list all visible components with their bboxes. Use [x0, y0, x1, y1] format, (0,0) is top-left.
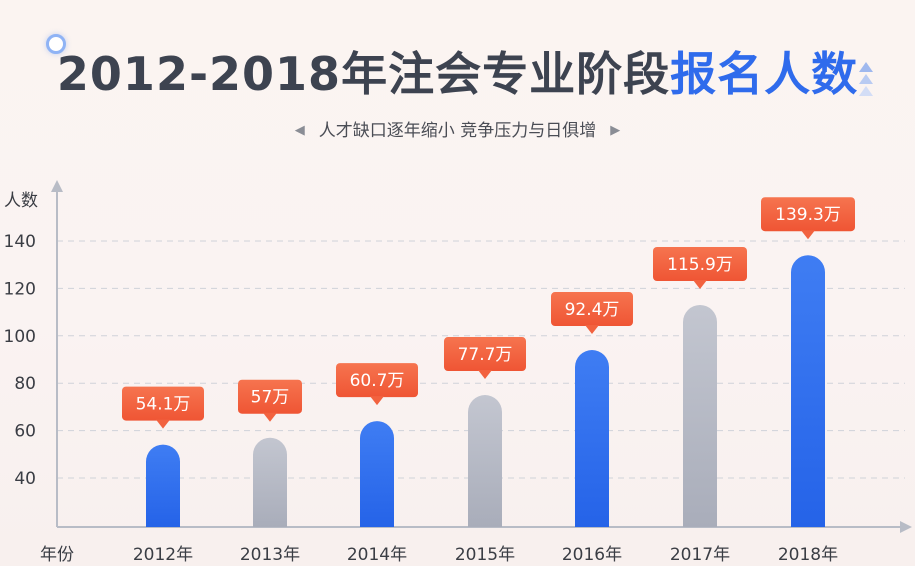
chart-title: 2012-2018年注会专业阶段报名人数 [0, 38, 915, 104]
left-triangle-icon: ◀ [294, 123, 305, 138]
x-tick-label: 2014年 [347, 545, 407, 565]
x-axis-arrow-icon [900, 521, 912, 533]
bar [146, 444, 180, 527]
data-label: 139.3万 [761, 197, 855, 240]
y-tick-label: 80 [14, 374, 36, 394]
data-label-box [336, 363, 418, 398]
data-label-box [238, 379, 302, 414]
bar [253, 437, 287, 527]
data-label-pointer [156, 419, 170, 429]
data-label-box [444, 337, 526, 372]
data-label: 60.7万 [336, 363, 418, 406]
subtitle-text: 人才缺口逐年缩小 竞争压力与日俱增 [318, 121, 597, 141]
up-arrows-icon [859, 62, 873, 96]
y-tick-label: 60 [14, 422, 36, 442]
y-tick-label: 40 [14, 469, 36, 489]
bar [575, 350, 609, 527]
bar [683, 304, 717, 527]
data-label: 57万 [238, 379, 302, 422]
x-tick-label: 2017年 [670, 545, 730, 565]
y-axis-arrow-icon [51, 180, 63, 192]
data-label-pointer [478, 370, 492, 380]
x-tick-label: 2018年 [778, 545, 838, 565]
bar [468, 395, 502, 527]
data-label-pointer [263, 412, 277, 422]
y-tick-label: 120 [4, 279, 36, 299]
x-axis-title: 年份 [40, 545, 74, 565]
y-tick-label: 140 [4, 232, 36, 252]
x-tick-label: 2013年 [240, 545, 300, 565]
x-tick-label: 2012年 [133, 545, 193, 565]
data-label: 54.1万 [122, 386, 204, 429]
decorative-ring-icon [46, 34, 66, 54]
y-axis-title: 人数 [4, 191, 38, 211]
data-label-text: 139.3万 [775, 205, 841, 225]
bar [791, 255, 825, 527]
title-main: 2012-2018年注会专业阶段 [56, 47, 671, 101]
data-label-pointer [801, 230, 815, 240]
data-label-pointer [585, 325, 599, 335]
right-triangle-icon: ▶ [610, 123, 621, 138]
x-tick-label: 2016年 [562, 545, 622, 565]
data-label: 77.7万 [444, 337, 526, 380]
data-label-text: 60.7万 [350, 371, 405, 391]
data-label-text: 115.9万 [667, 255, 733, 275]
data-label-pointer [370, 396, 384, 406]
data-label-box [122, 386, 204, 421]
bar [360, 421, 394, 527]
data-label-text: 57万 [251, 388, 290, 408]
data-label: 92.4万 [551, 292, 633, 335]
data-label-box [761, 197, 855, 232]
data-label-pointer [693, 279, 707, 289]
subtitle: ◀ 人才缺口逐年缩小 竞争压力与日俱增 ▶ [0, 116, 915, 141]
x-tick-label: 2015年 [455, 545, 515, 565]
data-label-box [653, 246, 747, 281]
data-label: 115.9万 [653, 246, 747, 289]
data-label-text: 92.4万 [565, 300, 620, 320]
data-label-text: 54.1万 [136, 395, 191, 415]
title-accent: 报名人数 [670, 47, 859, 101]
data-label-box [551, 292, 633, 327]
y-tick-label: 100 [4, 327, 36, 347]
data-label-text: 77.7万 [458, 345, 513, 365]
